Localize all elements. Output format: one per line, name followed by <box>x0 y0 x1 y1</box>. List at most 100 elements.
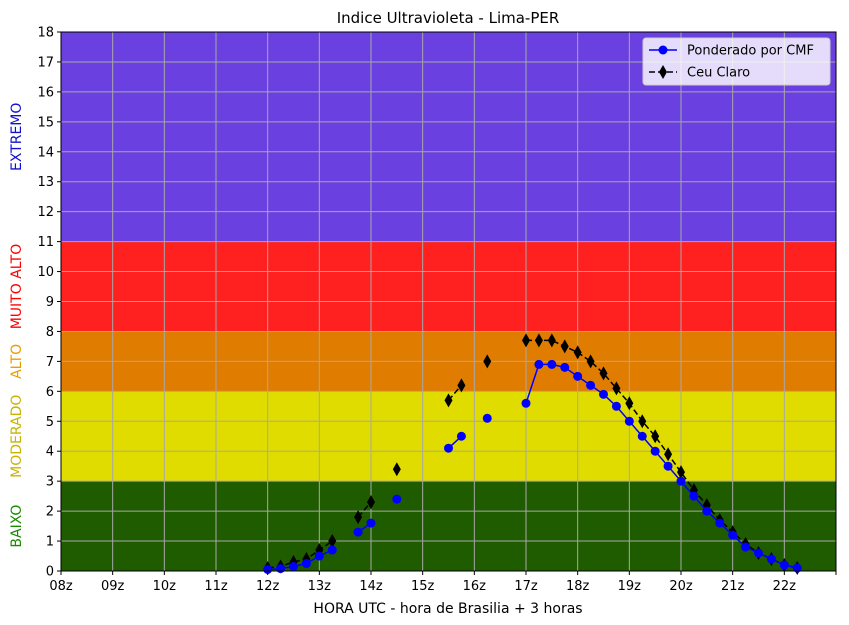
series-0-point-2-0 <box>392 494 402 504</box>
series-1-point-5-4 <box>573 345 582 360</box>
x-tick-label-6: 14z <box>359 579 383 594</box>
series-1-point-2-0 <box>392 462 401 477</box>
y-tick-label-10: 10 <box>37 265 54 280</box>
y-tick-label-6: 6 <box>46 385 54 400</box>
band-label-1: MODERADO <box>9 395 25 478</box>
x-tick-label-9: 17z <box>514 579 538 594</box>
band-label-0: BAIXO <box>9 505 25 548</box>
y-tick-label-14: 14 <box>37 145 54 160</box>
legend-marker-1 <box>659 65 667 79</box>
series-0-point-0-4 <box>314 551 324 561</box>
series-1-point-5-1 <box>534 333 543 348</box>
y-tick-label-0: 0 <box>46 565 54 580</box>
series-0-point-5-1 <box>534 359 544 369</box>
x-tick-label-13: 21z <box>721 579 745 594</box>
y-tick-label-13: 13 <box>37 175 54 190</box>
x-tick-label-11: 19z <box>618 579 642 594</box>
series-1-point-1-0 <box>354 510 363 525</box>
risk-bands <box>61 32 836 571</box>
series-1-point-5-5 <box>586 354 595 369</box>
series-0-point-5-14 <box>702 506 712 516</box>
series-0-point-5-17 <box>741 542 751 552</box>
x-tick-label-12: 20z <box>669 579 693 594</box>
band-0 <box>61 481 836 571</box>
series-1-point-4-0 <box>483 354 492 369</box>
series-0 <box>263 359 802 575</box>
legend-marker-0 <box>658 45 668 55</box>
series-0-point-0-1 <box>276 564 286 574</box>
x-tick-label-7: 15z <box>411 579 435 594</box>
band-label-3: MUITO ALTO <box>9 244 25 330</box>
series-0-point-5-9 <box>637 431 647 441</box>
series-1-point-5-7 <box>612 381 621 396</box>
x-tick-label-14: 22z <box>773 579 797 594</box>
series-0-point-5-2 <box>547 359 557 369</box>
x-axis-label: HORA UTC - hora de Brasilia + 3 horas <box>313 601 582 617</box>
series-0-point-5-3 <box>560 362 570 372</box>
x-tick-label-0: 08z <box>49 579 73 594</box>
y-tick-label-16: 16 <box>37 85 54 100</box>
series-1-point-5-0 <box>522 333 530 348</box>
x-tick-label-8: 16z <box>463 579 487 594</box>
band-labels: BAIXO MODERADO ALTO MUITO ALTO EXTREMO <box>9 103 25 548</box>
series-1-point-5-11 <box>664 447 673 462</box>
series-1-point-5-2 <box>547 333 556 348</box>
grid-lines <box>60 31 837 572</box>
series-layer <box>263 333 802 576</box>
series-1-point-3-1 <box>457 378 466 393</box>
series-0-point-5-11 <box>663 461 673 471</box>
series-0-point-0-2 <box>289 562 298 572</box>
y-tick-label-12: 12 <box>37 205 54 220</box>
band-label-2: ALTO <box>9 344 25 379</box>
series-0-point-5-20 <box>779 560 789 570</box>
series-0-point-4-0 <box>482 413 492 423</box>
series-0-point-5-6 <box>599 389 608 399</box>
series-1-point-5-3 <box>560 339 569 354</box>
x-tick-label-4: 12z <box>256 579 280 594</box>
series-1-point-0-5 <box>328 534 337 549</box>
band-label-4: EXTREMO <box>9 103 25 171</box>
series-0-point-5-16 <box>728 530 738 540</box>
series-1-point-5-8 <box>625 396 634 411</box>
series-1-point-5-10 <box>651 429 660 444</box>
series-0-point-5-18 <box>754 548 763 558</box>
y-tick-label-8: 8 <box>46 325 54 340</box>
y-tick-label-2: 2 <box>46 505 54 520</box>
series-0-point-5-5 <box>586 380 596 390</box>
series-0-point-5-15 <box>715 518 725 528</box>
y-tick-label-18: 18 <box>37 26 54 41</box>
y-tick-label-3: 3 <box>46 475 54 490</box>
series-0-point-5-7 <box>611 401 621 411</box>
series-0-line-5 <box>525 363 798 569</box>
series-1-line-5 <box>526 339 798 569</box>
x-tick-label-5: 13z <box>308 579 332 594</box>
x-tick-label-3: 11z <box>204 579 228 594</box>
series-1-point-5-6 <box>599 366 608 381</box>
series-0-point-5-4 <box>573 371 583 381</box>
series-0-point-3-0 <box>444 443 453 453</box>
y-tick-label-1: 1 <box>46 535 54 550</box>
series-0-point-5-13 <box>689 491 699 501</box>
series-0-point-5-19 <box>766 554 776 564</box>
series-1-point-5-9 <box>638 414 647 429</box>
series-0-point-3-1 <box>456 431 466 441</box>
series-0-point-5-10 <box>650 446 660 456</box>
legend-box <box>642 37 831 86</box>
chart-title: Indice Ultravioleta - Lima-PER <box>337 9 560 27</box>
x-tick-label-2: 10z <box>153 579 177 594</box>
series-1-point-5-12 <box>677 465 685 480</box>
series-1-point-3-0 <box>444 393 453 408</box>
series-0-point-5-0 <box>521 398 531 408</box>
x-tick-label-1: 09z <box>101 579 125 594</box>
y-tick-label-11: 11 <box>37 235 54 250</box>
series-0-point-5-8 <box>624 416 634 426</box>
series-0-point-1-1 <box>366 518 376 528</box>
legend: Ponderado por CMF Ceu Claro <box>642 37 831 86</box>
series-0-point-1-0 <box>353 527 363 537</box>
y-tick-label-9: 9 <box>46 295 54 310</box>
series-0-point-0-0 <box>263 565 273 575</box>
y-tick-label-15: 15 <box>37 115 54 130</box>
x-tick-label-10: 18z <box>566 579 590 594</box>
